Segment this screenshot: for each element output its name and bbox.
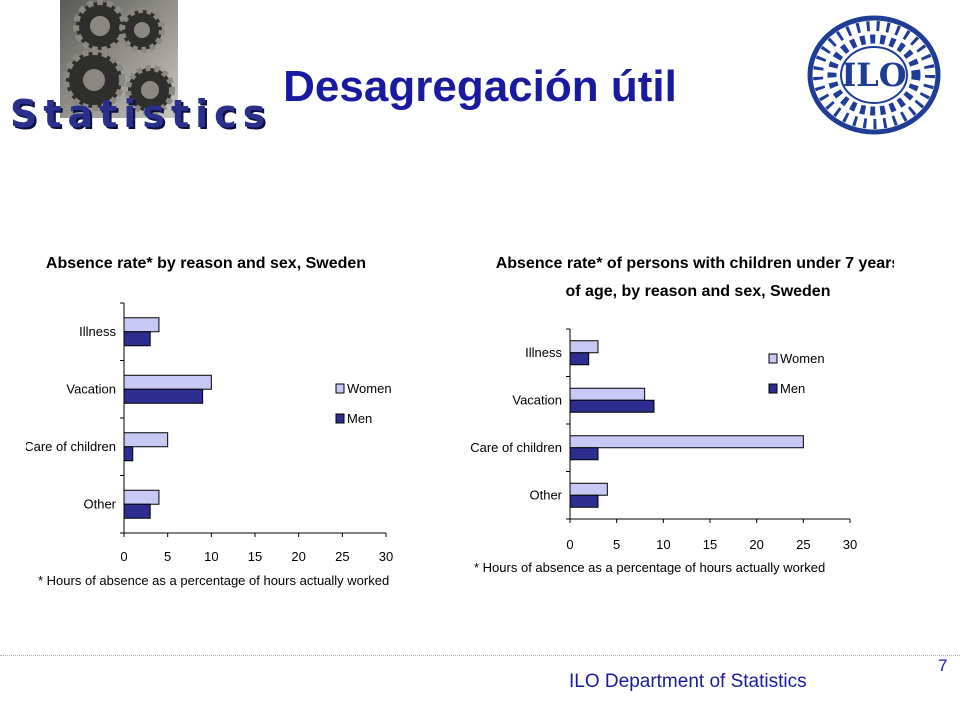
x-tick-label: 25 [796, 537, 810, 552]
page-number: 7 [938, 656, 948, 675]
bar-men [123, 446, 134, 462]
legend-swatch [768, 383, 778, 394]
x-tick-label: 10 [204, 549, 218, 564]
x-tick-label: 15 [248, 549, 262, 564]
bar-women [569, 387, 646, 401]
chart-title: of age, by reason and sex, Sweden [566, 283, 831, 300]
y-tick-label: Vacation [66, 381, 116, 396]
y-tick-label: Care of children [26, 439, 116, 454]
x-tick-label: 20 [291, 549, 305, 564]
bar-men [123, 331, 151, 347]
legend-swatch [768, 353, 778, 364]
bar-women [123, 317, 160, 333]
x-tick-label: 5 [164, 549, 171, 564]
absence-rate-chart: Absence rate* by reason and sex, Sweden I… [26, 255, 393, 588]
legend-label: Women [347, 381, 392, 396]
chart-footnote: * Hours of absence as a percentage of ho… [474, 560, 825, 575]
legend-label: Men [347, 411, 372, 426]
gears-logo-image [60, 0, 178, 118]
bar-women [123, 374, 212, 390]
bar-men [123, 388, 204, 404]
chart-footnote: * Hours of absence as a percentage of ho… [38, 573, 389, 588]
y-tick-label: Care of children [470, 440, 562, 455]
legend-label: Women [780, 351, 825, 366]
x-tick-label: 0 [120, 549, 127, 564]
legend-label: Men [780, 381, 805, 396]
x-tick-label: 30 [379, 549, 393, 564]
bar-men [569, 494, 599, 508]
chart-title: Absence rate* of persons with children u… [496, 255, 894, 272]
absence-rate-children-chart: Absence rate* of persons with children u… [470, 255, 894, 575]
x-tick-label: 15 [703, 537, 717, 552]
bar-men [569, 352, 590, 366]
x-tick-label: 0 [566, 537, 573, 552]
x-tick-label: 10 [656, 537, 670, 552]
x-tick-label: 5 [613, 537, 620, 552]
y-tick-label: Illness [79, 324, 116, 339]
y-tick-label: Other [529, 487, 562, 502]
legend-swatch [335, 383, 345, 394]
ilo-emblem-logo: ILO [805, 14, 943, 136]
bar-women [123, 489, 160, 505]
y-tick-label: Vacation [512, 392, 562, 407]
x-tick-label: 30 [843, 537, 857, 552]
y-tick-label: Other [83, 496, 116, 511]
y-tick-label: Illness [525, 345, 562, 360]
slide-title: Desagregación útil [283, 62, 677, 111]
bar-women [569, 340, 599, 354]
bar-women [569, 435, 804, 449]
chart-title: Absence rate* by reason and sex, Sweden [46, 255, 366, 272]
bar-women [569, 482, 608, 496]
footer-divider [0, 655, 960, 656]
x-tick-label: 25 [335, 549, 349, 564]
x-tick-label: 20 [749, 537, 763, 552]
statistics-logo-text: Statistics [10, 92, 272, 136]
footer-text: ILO Department of Statistics [569, 671, 807, 692]
bar-men [123, 503, 151, 519]
bar-men [569, 447, 599, 461]
legend-swatch [335, 413, 345, 424]
ilo-logo-text: ILO [841, 56, 906, 94]
bar-men [569, 399, 655, 413]
bar-women [123, 432, 169, 448]
